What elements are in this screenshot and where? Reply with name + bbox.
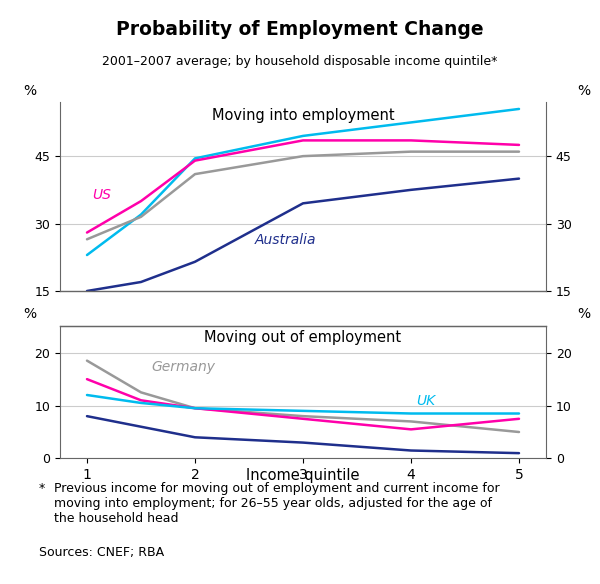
Text: %: % — [23, 307, 37, 321]
Text: Income quintile: Income quintile — [246, 468, 360, 484]
Text: UK: UK — [416, 394, 436, 408]
Text: Moving into employment: Moving into employment — [212, 108, 394, 123]
Text: %: % — [578, 85, 591, 99]
Text: *: * — [39, 482, 45, 495]
Text: US: US — [92, 188, 111, 202]
Text: %: % — [23, 85, 37, 99]
Text: Australia: Australia — [254, 233, 316, 247]
Text: Germany: Germany — [152, 360, 216, 374]
Text: Probability of Employment Change: Probability of Employment Change — [116, 20, 484, 40]
Text: Previous income for moving out of employment and current income for
moving into : Previous income for moving out of employ… — [54, 482, 500, 525]
Text: Sources: CNEF; RBA: Sources: CNEF; RBA — [39, 546, 164, 559]
Text: Moving out of employment: Moving out of employment — [205, 331, 401, 345]
Text: 2001–2007 average; by household disposable income quintile*: 2001–2007 average; by household disposab… — [103, 55, 497, 68]
Text: %: % — [578, 307, 591, 321]
